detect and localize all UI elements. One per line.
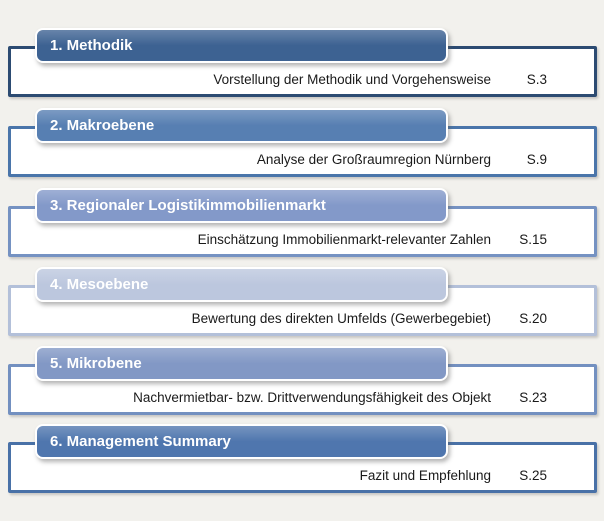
section-description-row: Nachvermietbar- bzw. Drittverwendungsfäh… bbox=[17, 390, 547, 405]
section-title: 5. Mikrobene bbox=[50, 355, 142, 372]
section-description-row: Bewertung des direkten Umfelds (Gewerbeg… bbox=[17, 311, 547, 326]
section-header-bar: 6. Management Summary bbox=[35, 424, 448, 459]
section-page-number: S.15 bbox=[519, 232, 547, 247]
toc-item: Vorstellung der Methodik und Vorgehenswe… bbox=[0, 28, 604, 108]
toc-item: Bewertung des direkten Umfelds (Gewerbeg… bbox=[0, 267, 604, 347]
section-page-number: S.3 bbox=[526, 72, 547, 87]
section-title: 6. Management Summary bbox=[50, 433, 231, 450]
section-title: 2. Makroebene bbox=[50, 117, 155, 134]
section-description: Analyse der Großraumregion Nürnberg bbox=[256, 152, 491, 167]
section-page-number: S.9 bbox=[526, 152, 547, 167]
toc-item: Nachvermietbar- bzw. Drittverwendungsfäh… bbox=[0, 346, 604, 426]
section-description: Einschätzung Immobilienmarkt-relevanter … bbox=[197, 232, 491, 247]
section-description-row: Vorstellung der Methodik und Vorgehenswe… bbox=[17, 72, 547, 87]
section-page-number: S.23 bbox=[519, 390, 547, 405]
section-header-bar: 3. Regionaler Logistikimmobilienmarkt bbox=[35, 188, 448, 223]
section-header-bar: 2. Makroebene bbox=[35, 108, 448, 143]
section-description: Nachvermietbar- bzw. Drittverwendungsfäh… bbox=[133, 390, 491, 405]
section-header-bar: 1. Methodik bbox=[35, 28, 448, 63]
toc-item: Einschätzung Immobilienmarkt-relevanter … bbox=[0, 188, 604, 268]
toc-item: Analyse der Großraumregion Nürnberg S.9 … bbox=[0, 108, 604, 188]
section-description: Bewertung des direkten Umfelds (Gewerbeg… bbox=[191, 311, 491, 326]
section-description-row: Einschätzung Immobilienmarkt-relevanter … bbox=[17, 232, 547, 247]
section-header-bar: 5. Mikrobene bbox=[35, 346, 448, 381]
section-page-number: S.25 bbox=[519, 468, 547, 483]
section-title: 4. Mesoebene bbox=[50, 276, 149, 293]
toc-item: Fazit und Empfehlung S.25 6. Management … bbox=[0, 424, 604, 504]
section-page-number: S.20 bbox=[519, 311, 547, 326]
section-description: Fazit und Empfehlung bbox=[359, 468, 491, 483]
section-description-row: Fazit und Empfehlung S.25 bbox=[17, 468, 547, 483]
section-title: 3. Regionaler Logistikimmobilienmarkt bbox=[50, 197, 326, 214]
section-description-row: Analyse der Großraumregion Nürnberg S.9 bbox=[17, 152, 547, 167]
section-header-bar: 4. Mesoebene bbox=[35, 267, 448, 302]
section-description: Vorstellung der Methodik und Vorgehenswe… bbox=[213, 72, 491, 87]
section-title: 1. Methodik bbox=[50, 37, 133, 54]
